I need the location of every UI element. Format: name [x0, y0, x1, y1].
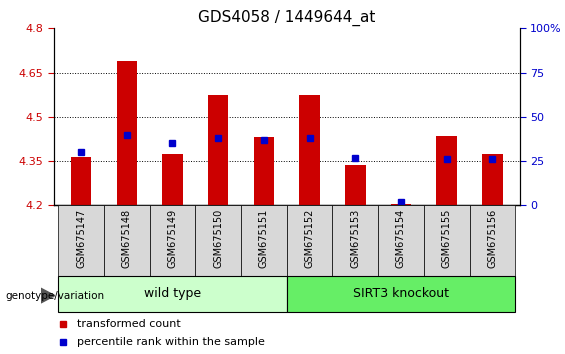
Bar	[299, 95, 320, 205]
Bar	[424, 205, 470, 276]
Bar	[58, 276, 287, 312]
Title: GDS4058 / 1449644_at: GDS4058 / 1449644_at	[198, 9, 375, 25]
Text: GSM675147: GSM675147	[76, 209, 86, 268]
Bar	[287, 276, 515, 312]
Bar	[345, 166, 366, 205]
Text: GSM675156: GSM675156	[488, 209, 497, 268]
Bar	[391, 204, 411, 205]
Bar	[482, 154, 503, 205]
Bar	[58, 205, 104, 276]
Text: GSM675149: GSM675149	[167, 209, 177, 268]
Text: SIRT3 knockout: SIRT3 knockout	[353, 287, 449, 300]
Bar	[332, 205, 378, 276]
Bar	[287, 205, 332, 276]
Bar	[241, 205, 287, 276]
Bar	[378, 205, 424, 276]
Text: GSM675148: GSM675148	[122, 209, 132, 268]
Text: GSM675152: GSM675152	[305, 209, 315, 268]
Bar	[162, 154, 182, 205]
Text: transformed count: transformed count	[77, 319, 181, 329]
Text: wild type: wild type	[144, 287, 201, 300]
Bar	[254, 137, 274, 205]
Bar	[150, 205, 195, 276]
Text: GSM675153: GSM675153	[350, 209, 360, 268]
Bar	[208, 95, 228, 205]
Bar	[71, 157, 92, 205]
Text: GSM675155: GSM675155	[442, 209, 451, 268]
Bar	[470, 205, 515, 276]
Bar	[104, 205, 150, 276]
Text: percentile rank within the sample: percentile rank within the sample	[77, 337, 265, 347]
Bar	[436, 136, 457, 205]
Text: GSM675151: GSM675151	[259, 209, 269, 268]
Bar	[195, 205, 241, 276]
Polygon shape	[41, 288, 55, 303]
Text: GSM675150: GSM675150	[213, 209, 223, 268]
Bar	[116, 61, 137, 205]
Text: genotype/variation: genotype/variation	[6, 291, 105, 301]
Text: GSM675154: GSM675154	[396, 209, 406, 268]
